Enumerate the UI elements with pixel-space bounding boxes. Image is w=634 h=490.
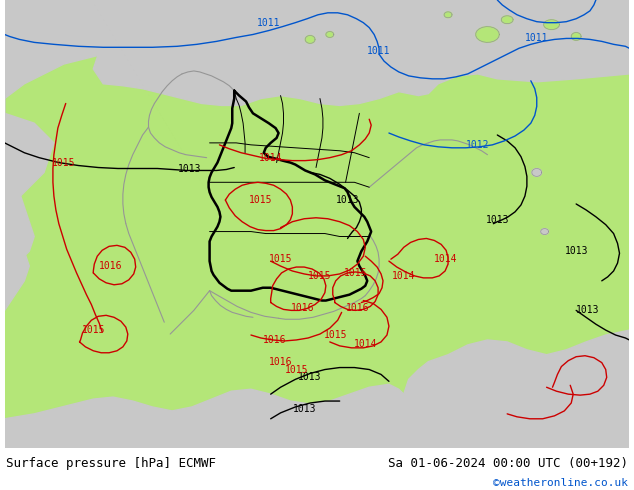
Polygon shape bbox=[495, 0, 630, 56]
Text: 1016: 1016 bbox=[100, 261, 123, 271]
Text: 1013: 1013 bbox=[564, 246, 588, 256]
Polygon shape bbox=[93, 0, 630, 105]
Polygon shape bbox=[571, 32, 581, 40]
Text: 1015: 1015 bbox=[52, 158, 75, 168]
Text: 1013: 1013 bbox=[292, 404, 316, 414]
Polygon shape bbox=[4, 0, 231, 39]
Text: 1013: 1013 bbox=[178, 164, 202, 173]
Text: Surface pressure [hPa] ECMWF: Surface pressure [hPa] ECMWF bbox=[6, 457, 216, 469]
Text: 1016: 1016 bbox=[290, 303, 314, 314]
Text: ©weatheronline.co.uk: ©weatheronline.co.uk bbox=[493, 478, 628, 488]
Text: 1013: 1013 bbox=[299, 372, 322, 382]
Text: 1014: 1014 bbox=[354, 339, 377, 349]
Text: 1013: 1013 bbox=[486, 215, 509, 225]
Text: 1014: 1014 bbox=[259, 153, 282, 163]
Polygon shape bbox=[4, 212, 29, 310]
Text: 1015: 1015 bbox=[269, 254, 292, 264]
Polygon shape bbox=[444, 12, 452, 18]
Text: 1015: 1015 bbox=[308, 271, 332, 281]
Polygon shape bbox=[4, 384, 630, 448]
Polygon shape bbox=[4, 0, 54, 212]
Polygon shape bbox=[399, 330, 630, 448]
Polygon shape bbox=[544, 20, 559, 29]
Text: 1015: 1015 bbox=[285, 365, 308, 374]
Polygon shape bbox=[476, 26, 500, 42]
Polygon shape bbox=[501, 16, 513, 24]
Polygon shape bbox=[389, 0, 630, 79]
Text: 1016: 1016 bbox=[346, 303, 369, 314]
Text: 1016: 1016 bbox=[269, 357, 292, 367]
Text: Sa 01-06-2024 00:00 UTC (00+192): Sa 01-06-2024 00:00 UTC (00+192) bbox=[387, 457, 628, 469]
Polygon shape bbox=[326, 31, 333, 37]
Text: 1015: 1015 bbox=[344, 268, 367, 278]
Polygon shape bbox=[4, 153, 34, 271]
Polygon shape bbox=[541, 229, 548, 235]
Text: 1014: 1014 bbox=[434, 254, 458, 264]
Text: 1013: 1013 bbox=[576, 305, 600, 316]
Text: 1014: 1014 bbox=[392, 271, 415, 281]
Text: 1013: 1013 bbox=[336, 195, 359, 205]
Text: 1011: 1011 bbox=[257, 18, 280, 27]
Text: 1011: 1011 bbox=[367, 46, 391, 56]
Text: 1011: 1011 bbox=[525, 33, 548, 44]
Text: 1012: 1012 bbox=[466, 140, 489, 150]
Text: 1016: 1016 bbox=[263, 335, 287, 345]
Text: 1015: 1015 bbox=[82, 325, 105, 335]
Text: 1015: 1015 bbox=[324, 330, 347, 340]
Text: 1015: 1015 bbox=[249, 195, 273, 205]
Polygon shape bbox=[305, 35, 315, 43]
Polygon shape bbox=[4, 0, 630, 448]
Polygon shape bbox=[532, 169, 541, 176]
Polygon shape bbox=[4, 0, 152, 98]
